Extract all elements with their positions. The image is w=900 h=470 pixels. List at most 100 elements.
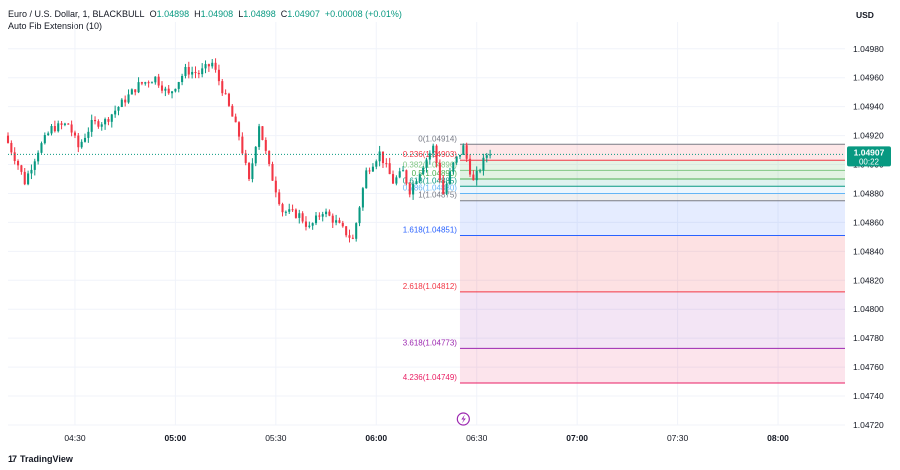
fib-level-label: 2.618(1.04812)	[403, 282, 458, 291]
fib-level-label: 1(1.04875)	[418, 191, 457, 200]
candle-body	[50, 126, 53, 134]
y-tick-label: 1.04940	[853, 102, 884, 112]
candle-body	[10, 142, 13, 153]
candle-body	[6, 135, 10, 143]
fib-band	[459, 186, 845, 194]
candle-body	[438, 162, 441, 181]
candle-body	[368, 170, 371, 172]
candle-body	[355, 223, 358, 239]
candle-body	[43, 135, 46, 144]
fib-band	[459, 291, 845, 349]
candle-body	[150, 82, 154, 84]
y-tick-label: 1.04720	[853, 420, 884, 430]
candle-body	[308, 225, 311, 227]
candle-body	[402, 170, 405, 172]
candle-body	[298, 213, 301, 218]
candle-body	[371, 166, 374, 172]
candle-body	[40, 143, 43, 153]
y-tick-label: 1.04860	[853, 217, 884, 227]
candle-body	[251, 163, 254, 180]
y-tick-label: 1.04800	[853, 304, 884, 314]
candle-body	[130, 89, 133, 95]
x-tick-label: 06:30	[466, 433, 488, 443]
indicator-label[interactable]: Auto Fib Extension (10)	[8, 21, 103, 31]
candle-body	[361, 188, 364, 208]
candle-body	[217, 69, 220, 82]
candle-body	[432, 145, 435, 154]
candle-body	[60, 123, 63, 125]
y-tick-label: 1.04780	[853, 333, 884, 343]
candle-body	[117, 106, 120, 111]
tradingview-brand[interactable]: 17 TradingView	[8, 454, 73, 464]
close-value: 1.04907	[287, 9, 320, 19]
candle-body	[338, 220, 341, 223]
candle-body	[365, 170, 368, 189]
candle-body	[224, 93, 227, 95]
candle-body	[67, 123, 70, 125]
candle-body	[381, 151, 385, 164]
candle-body	[448, 171, 451, 184]
candle-body	[405, 170, 408, 184]
candle-body	[197, 73, 200, 75]
candle-body	[127, 94, 130, 103]
lightning-icon	[456, 412, 470, 426]
candle-body	[301, 213, 304, 222]
fib-band	[459, 235, 845, 292]
candle-body	[107, 119, 110, 122]
x-tick-label: 06:00	[365, 433, 387, 443]
last-price-badge	[847, 146, 891, 167]
fib-band	[459, 160, 845, 171]
tradingview-logo-icon: 17	[8, 454, 17, 464]
candle-body	[489, 154, 492, 156]
candle-body	[311, 223, 314, 226]
candle-body	[73, 132, 76, 136]
candle-body	[20, 165, 23, 172]
candle-body	[94, 119, 97, 122]
candle-body	[248, 162, 251, 180]
candle-body	[187, 66, 190, 75]
fib-level-label: 0(1.04914)	[418, 134, 457, 143]
fib-level-label: 0.618(1.04885)	[403, 176, 458, 185]
fib-level-label: 0.5(1.04890)	[412, 169, 458, 178]
candle-body	[408, 183, 411, 195]
candle-body	[184, 66, 187, 76]
currency-label[interactable]: USD	[856, 10, 874, 20]
candle-body	[33, 161, 36, 170]
candle-body	[137, 82, 140, 93]
candle-body	[378, 151, 381, 162]
candle-body	[395, 177, 398, 184]
candle-body	[335, 220, 338, 223]
low-value: 1.04898	[243, 9, 276, 19]
candle-body	[348, 235, 351, 238]
candle-body	[435, 145, 438, 163]
candle-body	[318, 215, 321, 217]
open-value: 1.04898	[156, 9, 190, 19]
candle-body	[258, 126, 261, 147]
x-tick-label: 04:30	[64, 433, 86, 443]
candle-body	[77, 135, 80, 148]
candle-body	[211, 62, 214, 67]
chart-header-ohlc: Euro / U.S. Dollar, 1, BLACKBULL O1.0489…	[8, 9, 402, 19]
fib-band	[459, 200, 845, 236]
candle-body	[284, 211, 287, 213]
candle-body	[391, 174, 395, 184]
y-tick-label: 1.04820	[853, 275, 884, 285]
candle-body	[462, 145, 465, 155]
candle-body	[271, 163, 274, 181]
candle-body	[17, 160, 20, 166]
symbol-title[interactable]: Euro / U.S. Dollar, 1, BLACKBULL	[8, 9, 145, 19]
candle-body	[278, 192, 281, 205]
y-tick-label: 1.04920	[853, 131, 884, 141]
candle-body	[23, 171, 26, 185]
candle-body	[134, 89, 137, 93]
x-tick-label: 05:00	[165, 433, 187, 443]
candle-body	[87, 131, 90, 138]
y-tick-label: 1.04760	[853, 362, 884, 372]
candle-body	[204, 64, 207, 69]
y-tick-label: 1.04740	[853, 391, 884, 401]
candle-body	[442, 180, 445, 194]
candle-body	[120, 99, 123, 107]
lightning-bolt	[461, 414, 466, 424]
candle-body	[100, 124, 103, 127]
